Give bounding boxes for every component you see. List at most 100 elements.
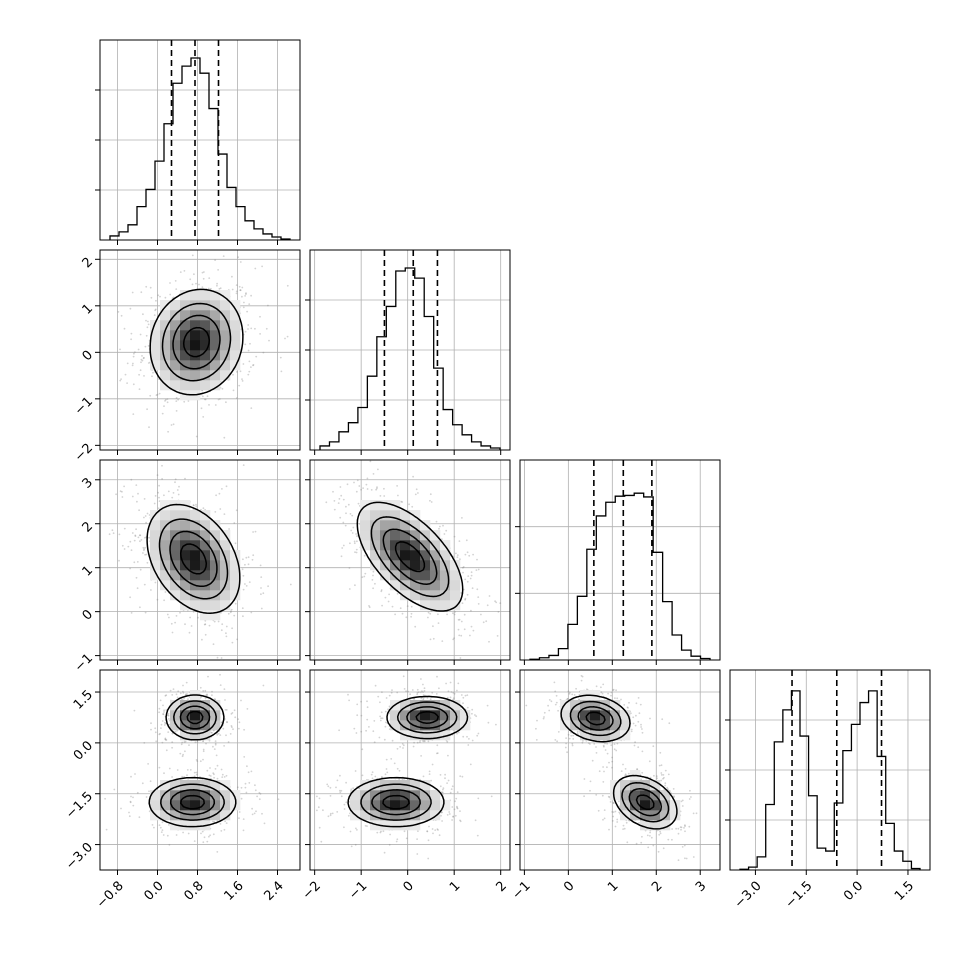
scatter-point: [133, 352, 135, 355]
scatter-point: [237, 718, 240, 720]
scatter-point: [146, 408, 149, 411]
scatter-point: [486, 704, 489, 707]
scatter-point: [240, 699, 242, 702]
scatter-point: [155, 740, 158, 743]
scatter-point: [422, 694, 425, 696]
scatter-point: [254, 267, 257, 270]
scatter-point: [135, 484, 138, 486]
scatter-point: [339, 486, 342, 488]
scatter-point: [602, 744, 605, 747]
scatter-point: [176, 489, 179, 491]
density-cell: [350, 790, 361, 801]
density-cell: [230, 590, 241, 601]
scatter-point: [244, 782, 247, 785]
scatter-point: [352, 526, 355, 529]
density-cell: [230, 330, 241, 341]
scatter-point: [581, 675, 584, 678]
scatter-point: [362, 487, 364, 489]
scatter-point: [343, 808, 346, 810]
scatter-point: [364, 824, 367, 827]
scatter-point: [232, 389, 235, 392]
scatter-point: [209, 775, 212, 777]
scatter-point: [420, 697, 423, 700]
density-cell: [160, 540, 171, 551]
density-cell: [400, 710, 411, 721]
scatter-point: [349, 830, 352, 833]
scatter-point: [380, 830, 382, 833]
scatter-point: [380, 717, 382, 720]
scatter-point: [217, 269, 220, 271]
scatter-point: [461, 602, 464, 605]
scatter-point: [370, 773, 373, 776]
scatter-point: [126, 362, 129, 365]
density-cell: [220, 590, 231, 601]
scatter-point: [212, 833, 215, 836]
scatter-point: [345, 512, 347, 515]
density-cell: [170, 550, 181, 561]
scatter-point: [242, 574, 245, 577]
scatter-point: [417, 830, 419, 832]
scatter-point: [394, 613, 396, 616]
scatter-point: [195, 503, 197, 506]
scatter-point: [329, 786, 332, 789]
scatter-point: [452, 612, 454, 615]
scatter-point: [175, 410, 178, 412]
scatter-point: [431, 828, 434, 830]
scatter-point: [248, 303, 251, 305]
scatter-point: [163, 709, 166, 712]
density-cell: [180, 300, 191, 311]
scatter-point: [221, 387, 224, 390]
density-cell: [200, 380, 211, 391]
density-cell: [160, 360, 171, 371]
contour-line: [182, 326, 211, 358]
scatter-point: [128, 815, 131, 818]
scatter-point: [659, 830, 661, 833]
scatter-point: [206, 395, 209, 398]
density-cell: [160, 340, 171, 351]
scatter-point: [331, 812, 334, 815]
scatter-point: [130, 795, 132, 798]
scatter-point: [220, 611, 222, 614]
scatter-point: [243, 728, 246, 731]
density-cell: [190, 570, 201, 581]
scatter-point: [208, 774, 211, 777]
scatter-point: [150, 296, 153, 299]
scatter-point: [201, 638, 203, 641]
scatter-point: [356, 714, 359, 717]
scatter-point: [351, 532, 354, 534]
scatter-point: [371, 777, 374, 780]
scatter-point: [467, 744, 470, 746]
scatter-point: [476, 558, 478, 561]
density-cell: [230, 310, 241, 321]
density-cell: [200, 350, 211, 361]
scatter-point: [162, 713, 165, 715]
scatter-point: [228, 528, 231, 530]
scatter-point: [149, 780, 152, 783]
contour-line: [169, 530, 218, 588]
scatter-point: [131, 364, 134, 367]
scatter-point: [429, 698, 432, 701]
scatter-point: [348, 567, 351, 569]
scatter-point: [441, 538, 443, 540]
scatter-point: [177, 493, 180, 496]
scatter-point: [457, 628, 460, 631]
scatter-point: [353, 542, 356, 545]
scatter-point: [248, 581, 251, 583]
scatter-point: [469, 577, 472, 580]
scatter-point: [452, 816, 454, 818]
density-cell: [230, 570, 241, 581]
scatter-point: [154, 731, 157, 734]
scatter-point: [366, 718, 369, 721]
scatter-point: [225, 632, 227, 635]
scatter-point: [163, 724, 166, 726]
scatter-point: [135, 528, 138, 531]
scatter-point: [161, 464, 163, 467]
scatter-point: [245, 292, 247, 294]
scatter-point: [456, 689, 458, 692]
density-cells: [150, 500, 241, 621]
scatter-point: [638, 712, 641, 715]
scatter-point: [203, 398, 206, 401]
scatter-point: [142, 313, 144, 316]
scatter-point: [457, 682, 460, 685]
scatter-point: [183, 741, 186, 743]
